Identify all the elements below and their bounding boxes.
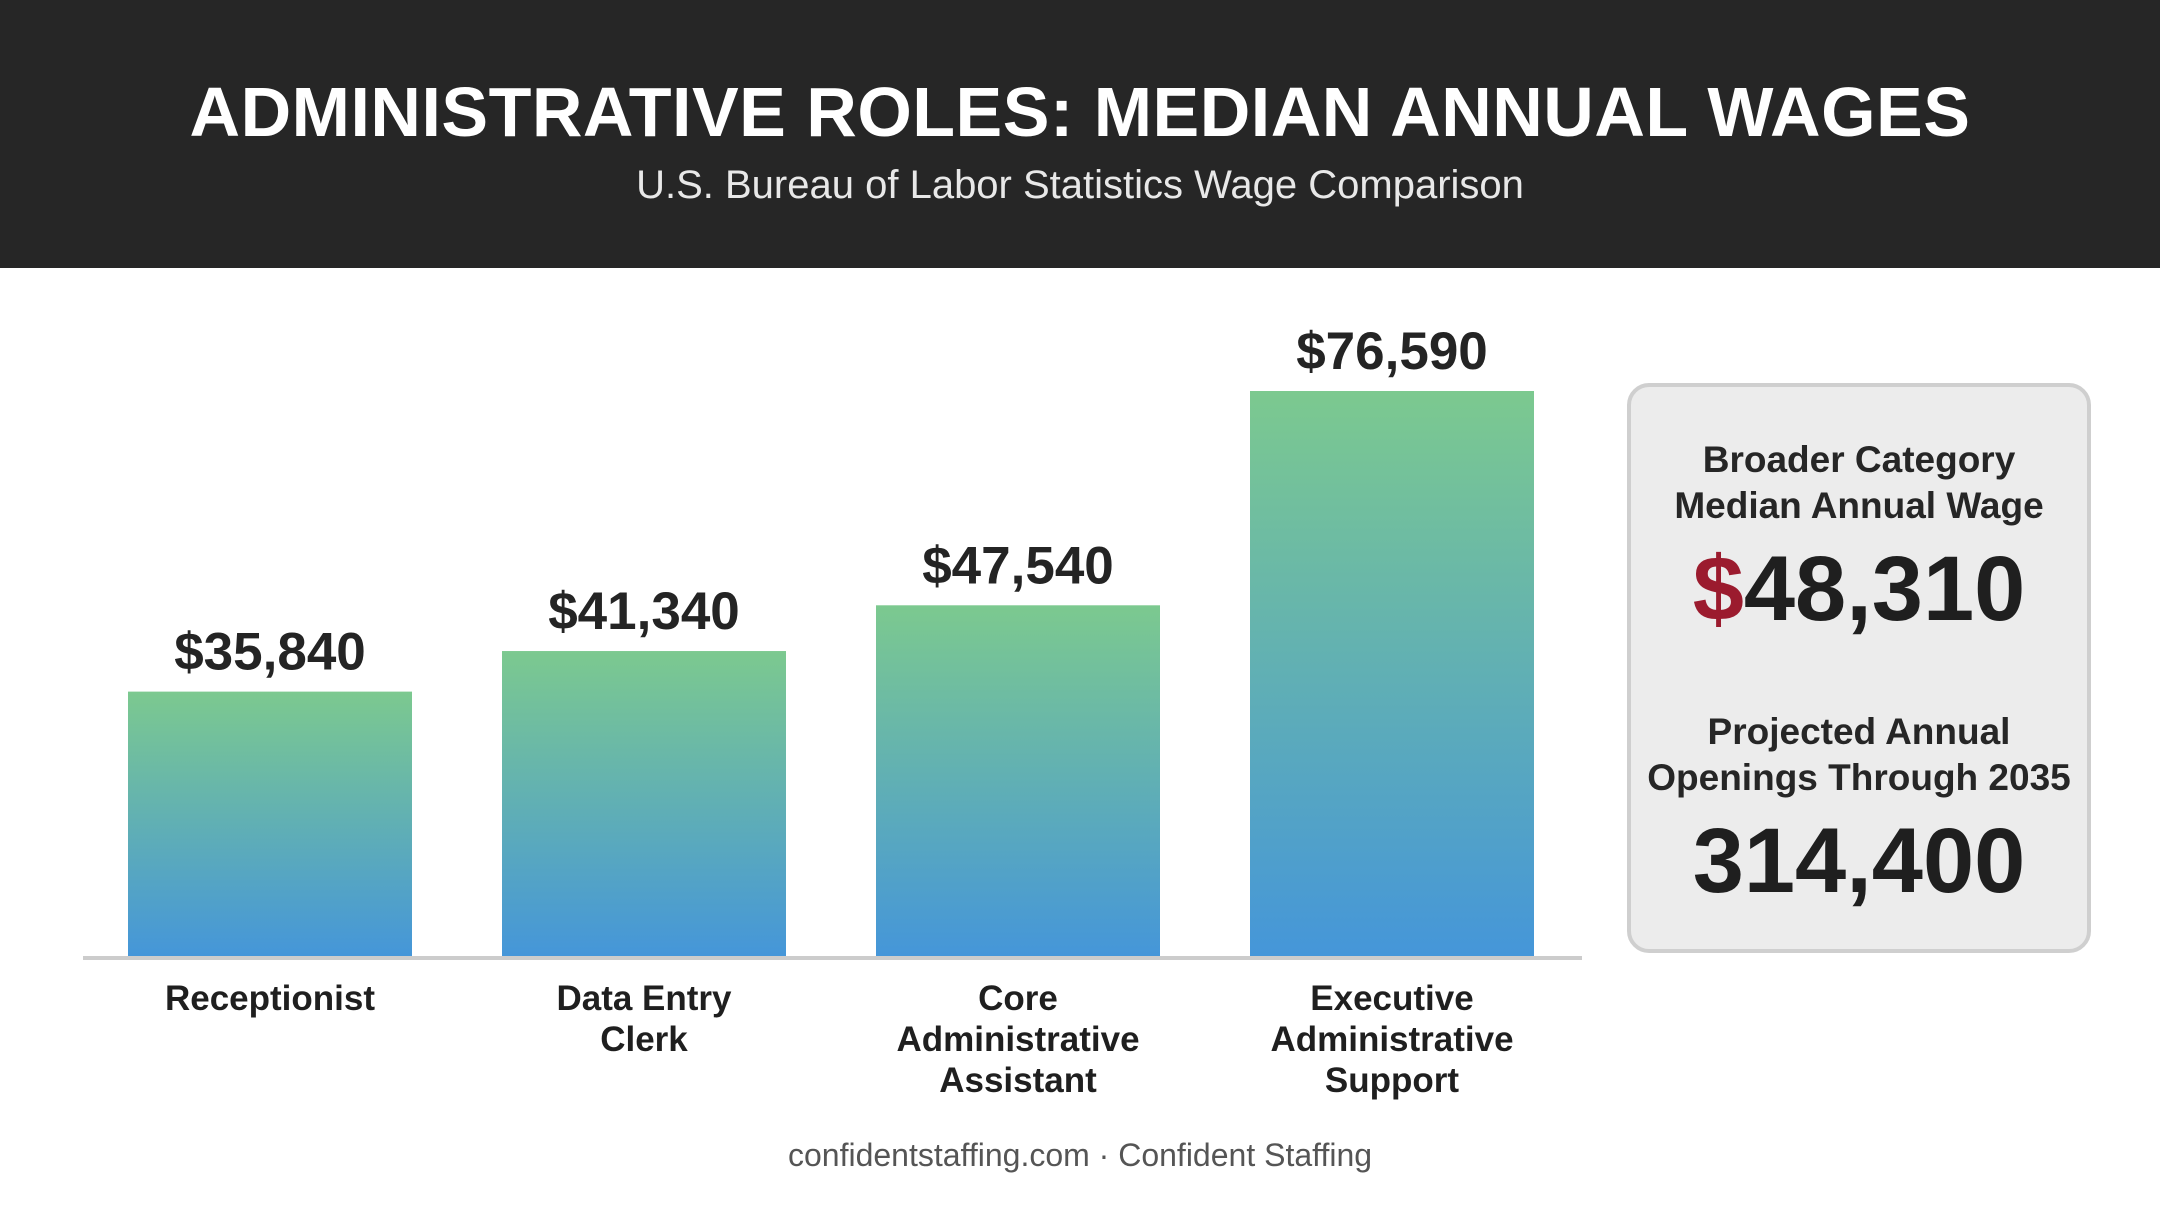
openings-label-line1: Projected Annual [1707, 711, 2011, 752]
bar-chart: $35,840 Receptionist $41,340 Data Entry Cler… [0, 268, 1600, 1148]
chart-subtitle: U.S. Bureau of Labor Statistics Wage Com… [636, 163, 1524, 207]
broader-category-wage: $48,310 [1631, 539, 2087, 639]
bar-chart-svg: $35,840 Receptionist $41,340 Data EntryCler… [83, 322, 1582, 1100]
bar-value-label: $76,590 [1296, 322, 1488, 381]
category-label: Assistant [939, 1061, 1097, 1100]
broader-wage-amount: 48,310 [1743, 538, 2026, 640]
bar-2 [876, 605, 1160, 956]
broader-category-label-line2: Median Annual Wage [1674, 485, 2044, 526]
bar-3 [1250, 391, 1534, 956]
category-label: Receptionist [165, 979, 375, 1018]
category-label: Data Entry [556, 979, 732, 1018]
category-label: Administrative [896, 1020, 1139, 1059]
currency-symbol: $ [1692, 538, 1744, 640]
openings-label-line2: Openings Through 2035 [1647, 757, 2071, 798]
bar-value-label: $47,540 [922, 536, 1114, 595]
bar-0 [128, 691, 412, 956]
header-banner: ADMINISTRATIVE ROLES: MEDIAN ANNUAL WAGE… [0, 0, 2160, 268]
bar-1 [502, 651, 786, 956]
category-label: Executive [1310, 979, 1473, 1018]
chart-title: ADMINISTRATIVE ROLES: MEDIAN ANNUAL WAGE… [189, 73, 1971, 151]
footer-credit: confidentstaffing.com · Confident Staffi… [787, 1137, 1373, 1173]
bar-value-label: $35,840 [174, 623, 366, 682]
category-label: Core [978, 979, 1058, 1018]
broader-category-label-line1: Broader Category [1702, 439, 2016, 480]
bar-value-label: $41,340 [548, 582, 740, 641]
category-label: Administrative [1270, 1020, 1513, 1059]
projected-openings-value: 314,400 [1692, 810, 2026, 912]
category-label: Clerk [600, 1020, 688, 1059]
category-label: Support [1325, 1061, 1459, 1100]
stats-card: Broader Category Median Annual Wage $48,… [1627, 383, 2091, 953]
